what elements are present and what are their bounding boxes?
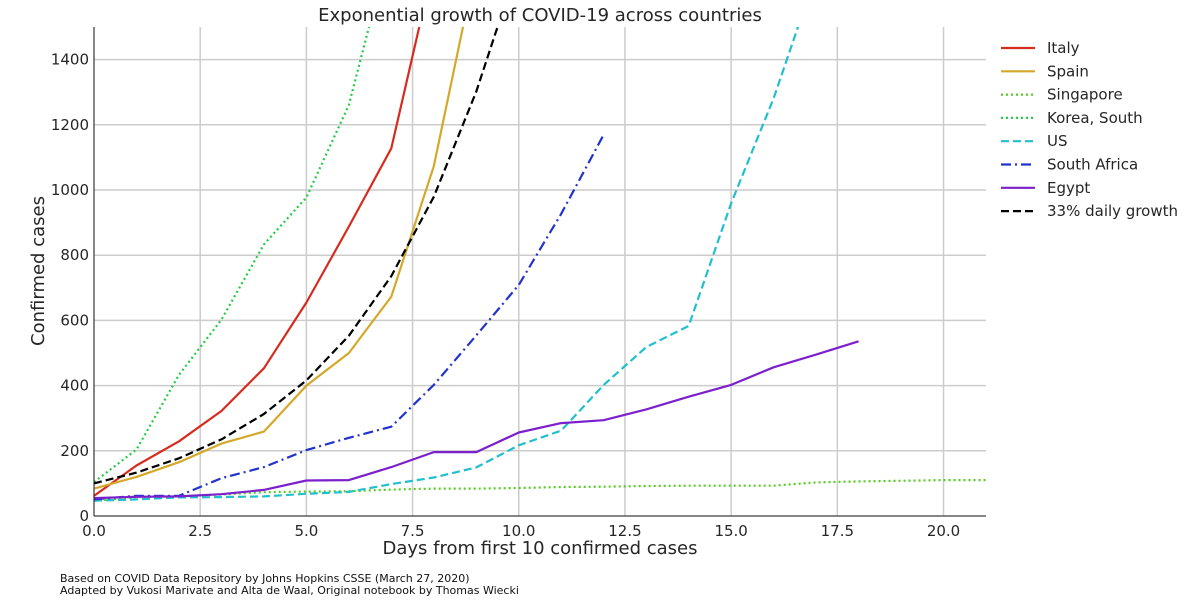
y-tick-labels: 0 200 400 600 800 1000 1200 1400 bbox=[51, 51, 89, 525]
legend-label-egypt: Egypt bbox=[1047, 179, 1090, 197]
series-line-us bbox=[94, 27, 800, 502]
series-line-italy bbox=[94, 27, 421, 497]
y-tick-label: 600 bbox=[60, 311, 89, 329]
grid bbox=[93, 27, 986, 517]
y-tick-label: 1400 bbox=[51, 51, 89, 69]
y-tick-label: 200 bbox=[60, 442, 89, 460]
legend-label-us: US bbox=[1047, 132, 1068, 150]
x-tick-label: 17.5 bbox=[821, 522, 854, 540]
series-line-egypt bbox=[94, 340, 859, 500]
y-tick-label: 800 bbox=[60, 246, 89, 264]
series-line-singapore bbox=[94, 479, 986, 502]
x-tick-label: 12.5 bbox=[608, 522, 641, 540]
legend: Italy Spain Singapore Korea, South US South A… bbox=[1001, 39, 1178, 220]
credits: Based on COVID Data Repository by Johns … bbox=[60, 573, 519, 597]
y-tick-label: 1200 bbox=[51, 116, 89, 134]
series-line-korea-south bbox=[94, 27, 371, 483]
x-tick-label: 15.0 bbox=[714, 522, 747, 540]
legend-label-italy: Italy bbox=[1047, 39, 1080, 57]
legend-label-singapore: Singapore bbox=[1047, 86, 1123, 104]
x-tick-label: 20.0 bbox=[927, 522, 960, 540]
x-tick-label: 10.0 bbox=[502, 522, 535, 540]
legend-label-33-daily-growth: 33% daily growth bbox=[1047, 202, 1178, 220]
credits-line-2: Adapted by Vukosi Marivate and Alta de W… bbox=[60, 584, 519, 597]
y-axis-label: Confirmed cases bbox=[28, 196, 49, 346]
y-tick-label: 400 bbox=[60, 377, 89, 395]
x-tick-label: 7.5 bbox=[401, 522, 425, 540]
x-tick-label: 5.0 bbox=[294, 522, 318, 540]
axes bbox=[93, 27, 986, 517]
credits-line-1: Based on COVID Data Repository by Johns … bbox=[60, 572, 470, 585]
y-tick-label: 0 bbox=[79, 507, 89, 525]
legend-label-spain: Spain bbox=[1047, 62, 1089, 80]
x-axis-label: Days from first 10 confirmed cases bbox=[382, 538, 697, 559]
x-tick-label: 0.0 bbox=[82, 522, 106, 540]
legend-label-korea-south: Korea, South bbox=[1047, 109, 1143, 127]
chart-title: Exponential growth of COVID-19 across co… bbox=[318, 5, 762, 26]
x-tick-labels: 0.0 2.5 5.0 7.5 10.0 12.5 15.0 17.5 20.0 bbox=[82, 522, 960, 540]
series-line-spain bbox=[94, 27, 465, 490]
legend-label-south-africa: South Africa bbox=[1047, 156, 1138, 174]
x-tick-label: 2.5 bbox=[188, 522, 212, 540]
series-lines bbox=[94, 27, 986, 502]
series-line-33-daily-growth bbox=[94, 27, 499, 485]
y-tick-label: 1000 bbox=[51, 181, 89, 199]
